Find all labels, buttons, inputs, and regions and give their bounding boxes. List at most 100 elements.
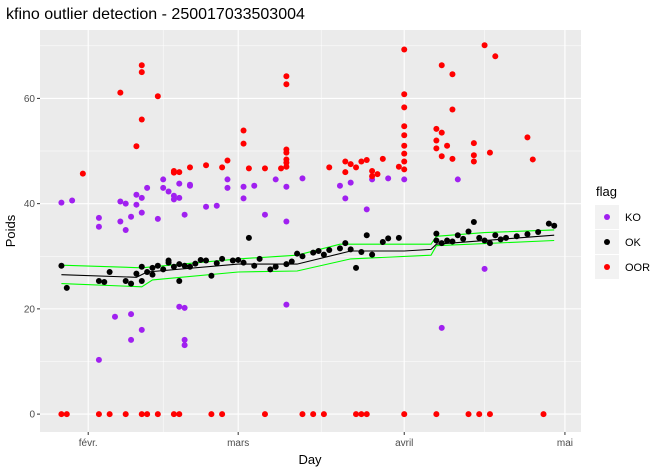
point-ko [128,311,135,318]
point-oor [63,411,70,418]
point-oor [470,158,477,165]
point-oor [470,152,477,159]
point-ko [111,313,118,320]
point-oor [486,411,493,418]
point-oor [433,145,440,152]
point-ok [545,220,552,227]
lower-line [61,239,555,288]
point-ok [433,230,440,237]
point-ok [160,266,167,273]
point-ko [176,303,183,310]
point-ko [438,324,445,331]
point-ko [283,218,290,225]
point-oor [283,73,290,80]
point-oor [433,125,440,132]
point-oor [138,116,145,123]
point-ok [272,263,279,270]
y-axis-label: Poids [3,214,18,247]
point-oor [401,150,408,157]
point-ok [149,271,156,278]
point-ok [58,262,65,269]
point-oor [138,69,145,76]
point-oor [347,161,354,168]
point-ok [470,219,477,226]
point-ok [347,246,354,253]
point-ok [320,251,327,258]
point-oor [449,71,456,78]
point-oor [342,169,349,176]
point-ko [261,211,268,218]
point-ok [288,258,295,265]
point-ok [379,239,386,246]
point-ok [497,236,504,243]
point-ko [342,195,349,202]
point-oor [358,158,365,165]
point-oor [401,104,408,111]
point-ko [69,197,76,204]
point-ok [186,263,193,270]
point-ko [240,195,247,202]
gridlines [40,30,581,432]
point-ok [503,234,510,241]
point-ok [176,261,183,268]
legend-label: OK [625,237,642,249]
point-ko [138,209,145,216]
chart-title: kfino outlier detection - 25001703350300… [6,6,305,23]
point-ok [251,262,258,269]
point-ok [385,235,392,242]
point-oor [401,158,408,165]
point-ko [251,182,258,189]
point-ko [144,184,151,191]
point-oor [79,170,86,177]
point-ok [106,269,113,276]
point-oor [401,142,408,149]
point-ko [117,218,124,225]
point-oor [369,168,376,175]
point-ko [224,184,231,191]
point-oor [433,411,440,418]
point-ok [358,249,365,256]
point-oor [261,411,268,418]
point-ko [58,199,65,206]
point-ok [122,277,129,284]
point-ko [181,304,188,311]
point-oor [524,134,531,141]
legend-title: flag [596,184,617,199]
point-ok [170,263,177,270]
point-ko [138,326,145,333]
point-oor [363,156,370,163]
point-oor [395,163,402,170]
point-oor [278,165,285,172]
point-oor [224,157,231,164]
point-ok [476,234,483,241]
point-ok [138,277,145,284]
point-oor [401,411,408,418]
point-ko [122,200,129,207]
point-ko [454,176,461,183]
y-tick-label: 60 [24,94,36,105]
point-oor [186,164,193,171]
point-ko [181,342,188,349]
y-tick-label: 40 [24,199,36,210]
point-ko [481,265,488,272]
point-oor [208,411,215,418]
point-ok [245,234,252,241]
point-ko [363,206,370,213]
point-oor [144,411,151,418]
point-oor [203,162,210,169]
point-oor [261,165,268,172]
point-ok [363,232,370,239]
point-oor [320,411,327,418]
point-oor [240,127,247,134]
point-ok [492,232,499,239]
point-ko [283,183,290,190]
point-ok [208,272,215,279]
point-oor [342,158,349,165]
point-oor [122,411,129,418]
point-oor [283,149,290,156]
point-oor [245,165,252,172]
point-ko [181,211,188,218]
x-tick-label: avril [395,438,413,449]
point-oor [326,164,333,171]
